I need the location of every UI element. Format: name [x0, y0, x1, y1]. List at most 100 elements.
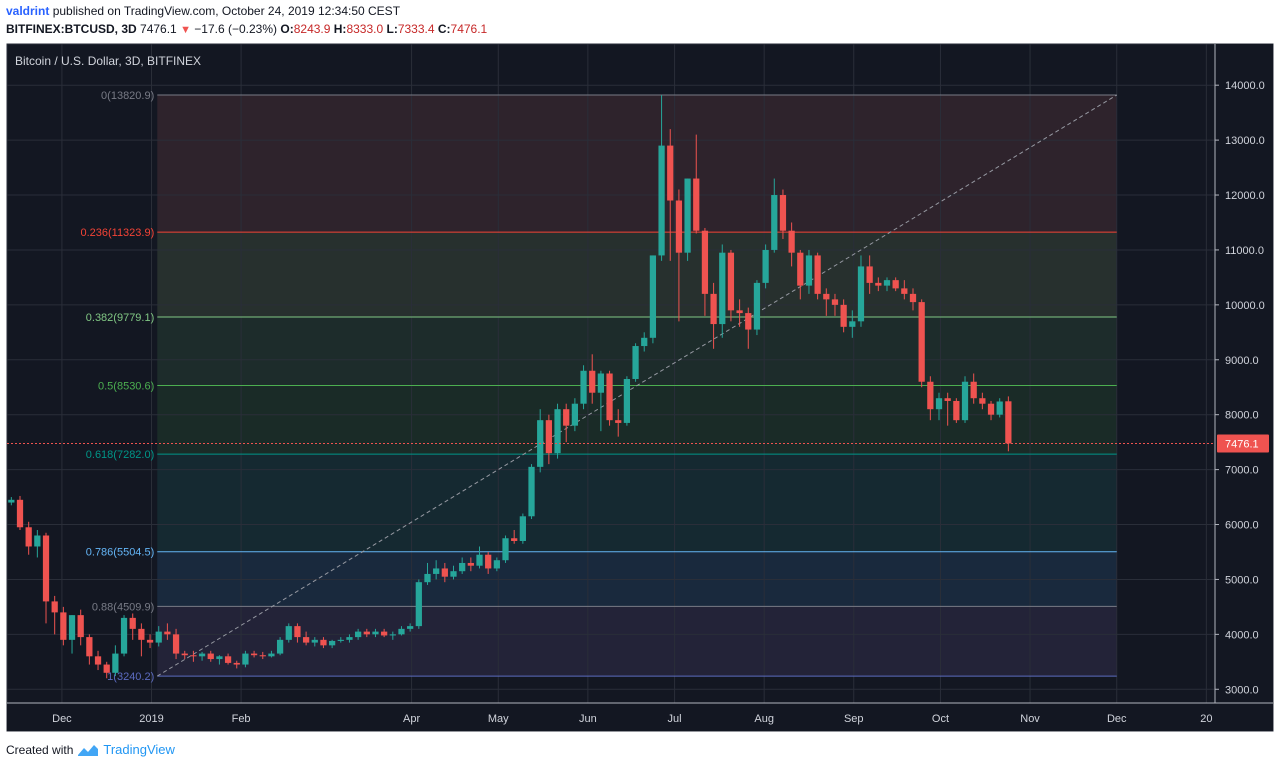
- price-tick-label: 3000.0: [1225, 684, 1259, 696]
- candle-body: [485, 554, 492, 569]
- candle: [86, 634, 93, 665]
- candle-body: [658, 145, 665, 256]
- candle-body: [77, 615, 84, 638]
- candle: [259, 651, 266, 660]
- candle: [814, 252, 821, 300]
- candle-body: [155, 631, 162, 643]
- candle: [363, 628, 370, 638]
- candle: [346, 634, 353, 643]
- candle: [198, 651, 206, 661]
- candle-body: [831, 299, 839, 305]
- candle-body: [467, 562, 474, 566]
- candle-body: [849, 321, 856, 327]
- candle: [745, 307, 752, 349]
- price-tick-label: 14000.0: [1225, 80, 1265, 92]
- candle-body: [129, 617, 136, 629]
- candle-body: [355, 631, 362, 638]
- time-tick-label: Oct: [932, 713, 949, 725]
- candle: [866, 255, 873, 294]
- candle-body: [823, 293, 830, 300]
- price-tick-label: 4000.0: [1225, 629, 1259, 641]
- fib-zone: [157, 606, 1117, 677]
- candle-body: [16, 499, 24, 528]
- tradingview-brand-link[interactable]: TradingView: [103, 742, 175, 757]
- candle-body: [571, 403, 578, 426]
- candle-body: [684, 178, 691, 253]
- candle: [8, 497, 15, 506]
- candle: [16, 495, 24, 531]
- time-tick-label: Nov: [1020, 713, 1040, 725]
- candle: [77, 609, 84, 646]
- candle-body: [337, 639, 344, 641]
- candle: [190, 650, 197, 662]
- fib-zone: [157, 454, 1117, 552]
- open-value: 8243.9: [293, 22, 331, 36]
- candle: [146, 634, 154, 649]
- candle-body: [381, 631, 388, 636]
- fib-level-label: 0.382(9779.1): [86, 312, 155, 324]
- published-text: published on TradingView.com, October 24…: [52, 4, 401, 18]
- candle-body: [641, 337, 648, 347]
- price-tick-label: 8000.0: [1225, 410, 1259, 422]
- candle: [779, 189, 787, 239]
- candle: [415, 579, 422, 629]
- candle-body: [112, 653, 119, 673]
- candle-body: [953, 400, 960, 421]
- candle: [467, 557, 474, 572]
- fib-level-label: 1(3240.2): [107, 671, 154, 683]
- time-tick-label: 20: [1200, 713, 1212, 725]
- fib-zone: [157, 95, 1117, 233]
- candle-body: [909, 293, 917, 303]
- candle: [961, 376, 969, 423]
- candle: [224, 653, 232, 665]
- trend-line: [157, 94, 1118, 677]
- symbol-ohlc-line: BITFINEX:BTCUSD, 3D 7476.1 ▼ −17.6 (−0.2…: [6, 22, 487, 36]
- candle: [623, 376, 631, 426]
- candle: [615, 409, 622, 437]
- chart-title: Bitcoin / U.S. Dollar, 3D, BITFINEX: [15, 54, 201, 68]
- price-tick-label: 13000.0: [1225, 135, 1265, 147]
- candle-body: [892, 280, 899, 289]
- candle-body: [407, 626, 414, 629]
- low-label: L:: [386, 22, 398, 36]
- publish-line: valdrint published on TradingView.com, O…: [6, 4, 400, 18]
- high-label: H:: [333, 22, 347, 36]
- candle: [129, 613, 136, 640]
- candle: [979, 392, 986, 410]
- candle: [276, 637, 284, 656]
- time-tick-label: Dec: [1107, 713, 1127, 725]
- candle-body: [268, 653, 275, 657]
- fib-level-label: 0.786(5504.5): [86, 547, 155, 559]
- candle-body: [779, 195, 787, 231]
- candle-body: [276, 639, 284, 654]
- candle-body: [103, 664, 110, 673]
- candle-body: [805, 255, 813, 286]
- candle-body: [511, 538, 518, 541]
- candle-body: [328, 640, 336, 646]
- candle-body: [727, 252, 735, 311]
- candle: [519, 513, 526, 544]
- candle: [51, 595, 58, 635]
- candle-body: [250, 653, 258, 656]
- candle: [649, 255, 657, 344]
- candle-body: [433, 568, 440, 574]
- candle-body: [961, 381, 969, 421]
- candle: [155, 626, 162, 647]
- candle-body: [25, 527, 32, 547]
- author-link[interactable]: valdrint: [6, 4, 50, 18]
- candle: [433, 560, 440, 580]
- candle: [389, 631, 396, 640]
- candle: [667, 129, 674, 261]
- candle: [571, 398, 578, 432]
- candle: [25, 521, 32, 555]
- candle-body: [519, 516, 526, 541]
- candle: [996, 398, 1003, 418]
- candle-body: [736, 310, 743, 314]
- candle-body: [8, 499, 15, 503]
- candle: [805, 249, 813, 294]
- candle-body: [216, 656, 223, 660]
- candle: [597, 370, 605, 432]
- candle: [710, 282, 717, 349]
- candle-body: [597, 373, 605, 393]
